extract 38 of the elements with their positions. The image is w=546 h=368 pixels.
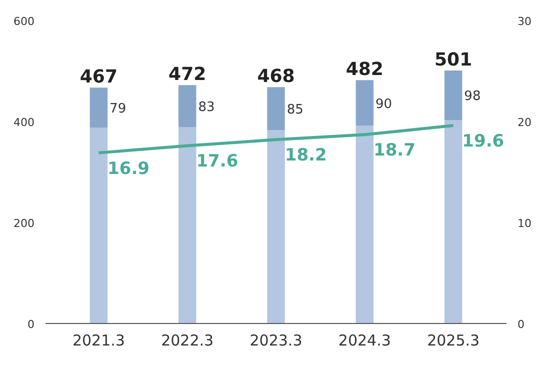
bar <box>90 128 108 324</box>
y2-tick-label: 10 <box>518 217 532 230</box>
total-label: 468 <box>257 66 295 88</box>
y2-tick-label: 30 <box>518 15 532 28</box>
data-label: 98 <box>464 89 481 104</box>
total-label: 482 <box>346 59 384 80</box>
y-tick-label: 0 <box>28 318 34 331</box>
bar <box>356 80 374 126</box>
data-label: 83 <box>198 100 215 116</box>
bar <box>267 87 285 130</box>
y2-tick-label: 0 <box>518 318 524 331</box>
total-label: 501 <box>434 49 472 70</box>
data-label: 17.6 <box>196 152 238 172</box>
bar <box>444 70 462 120</box>
x-tick-label: 2024.3 <box>338 332 391 350</box>
x-tick-label: 2021.3 <box>72 332 125 350</box>
data-label: 18.2 <box>284 146 327 166</box>
bar <box>444 120 462 324</box>
total-label: 467 <box>80 66 118 88</box>
bar <box>178 127 196 324</box>
bar <box>267 130 285 324</box>
y-tick-label: 400 <box>14 116 35 129</box>
x-tick-label: 2022.3 <box>161 332 214 350</box>
bar <box>356 126 374 324</box>
x-tick-label: 2025.3 <box>427 332 480 350</box>
data-label: 16.9 <box>108 158 150 179</box>
total-label: 472 <box>168 64 206 86</box>
bar <box>178 85 196 128</box>
x-tick-label: 2023.3 <box>250 332 302 350</box>
data-label: 18.7 <box>374 140 416 161</box>
data-label: 90 <box>376 96 392 112</box>
data-label: 79 <box>110 102 126 117</box>
data-label: 85 <box>286 102 304 118</box>
data-label: 19.6 <box>462 132 504 152</box>
y-tick-label: 200 <box>14 217 35 230</box>
y2-tick-label: 20 <box>518 116 532 129</box>
bar <box>90 88 108 128</box>
y-tick-label: 600 <box>14 15 35 28</box>
